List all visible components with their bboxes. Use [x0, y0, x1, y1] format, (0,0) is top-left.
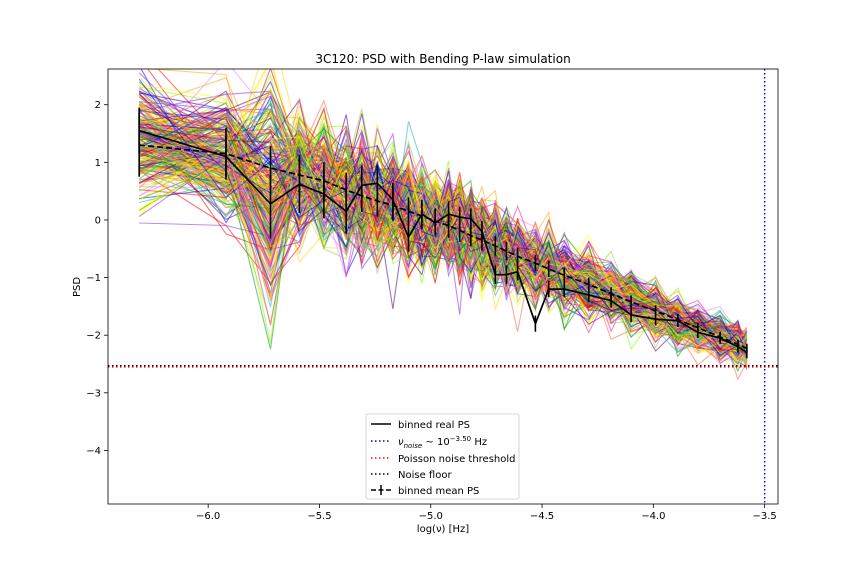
y-tick-label: 1 — [95, 158, 101, 169]
binned-mean-ps-series — [138, 113, 748, 354]
legend-swatch-binned-mean-ps — [371, 485, 391, 495]
x-axis-label: log(ν) [Hz] — [417, 524, 469, 535]
legend-label-noise-floor: Noise floor — [398, 470, 452, 481]
legend-nu-subscript: noise — [404, 442, 423, 450]
y-axis-ticks: −4 −3 −2 −1 0 1 2 — [86, 100, 108, 457]
x-tick-label: −4.0 — [641, 511, 665, 522]
legend-label-poisson-threshold: Poisson noise threshold — [398, 454, 516, 465]
legend-label-binned-real-ps: binned real PS — [398, 420, 470, 431]
simulation-line — [139, 134, 748, 352]
x-tick-label: −5.0 — [419, 511, 443, 522]
plot-frame — [107, 68, 779, 505]
legend-nu-unit: Hz — [471, 437, 487, 448]
y-tick-label: 2 — [95, 100, 101, 111]
x-axis-ticks: −6.0 −5.5 −5.0 −4.5 −4.0 −3.5 — [196, 504, 777, 522]
legend-frame — [365, 413, 520, 500]
x-tick-label: −6.0 — [196, 511, 220, 522]
chart-title: 3C120: PSD with Bending P-law simulation — [315, 52, 570, 66]
y-tick-label: −1 — [86, 273, 101, 284]
y-tick-label: −2 — [86, 331, 101, 342]
y-tick-label: 0 — [95, 215, 101, 226]
legend: binned real PS νnoise ~ 10−3.50 Hz Poiss… — [365, 413, 520, 500]
legend-label-nu-noise: νnoise ~ 10−3.50 Hz — [398, 435, 487, 450]
series-layer — [138, 107, 748, 359]
legend-nu-symbol: ν — [398, 437, 404, 448]
legend-label-binned-mean-ps: binned mean PS — [398, 486, 479, 497]
x-tick-label: −4.5 — [530, 511, 554, 522]
y-axis-label: PSD — [72, 277, 83, 297]
x-tick-label: −3.5 — [752, 511, 776, 522]
y-tick-label: −3 — [86, 388, 101, 399]
legend-nu-exponent: −3.50 — [450, 435, 471, 443]
x-tick-label: −5.5 — [307, 511, 331, 522]
reference-lines — [108, 69, 778, 504]
series-line — [139, 144, 748, 350]
y-tick-label: −4 — [86, 446, 101, 457]
simulation-lines — [138, 69, 748, 381]
legend-nu-approx: ~ 10 — [422, 437, 449, 448]
